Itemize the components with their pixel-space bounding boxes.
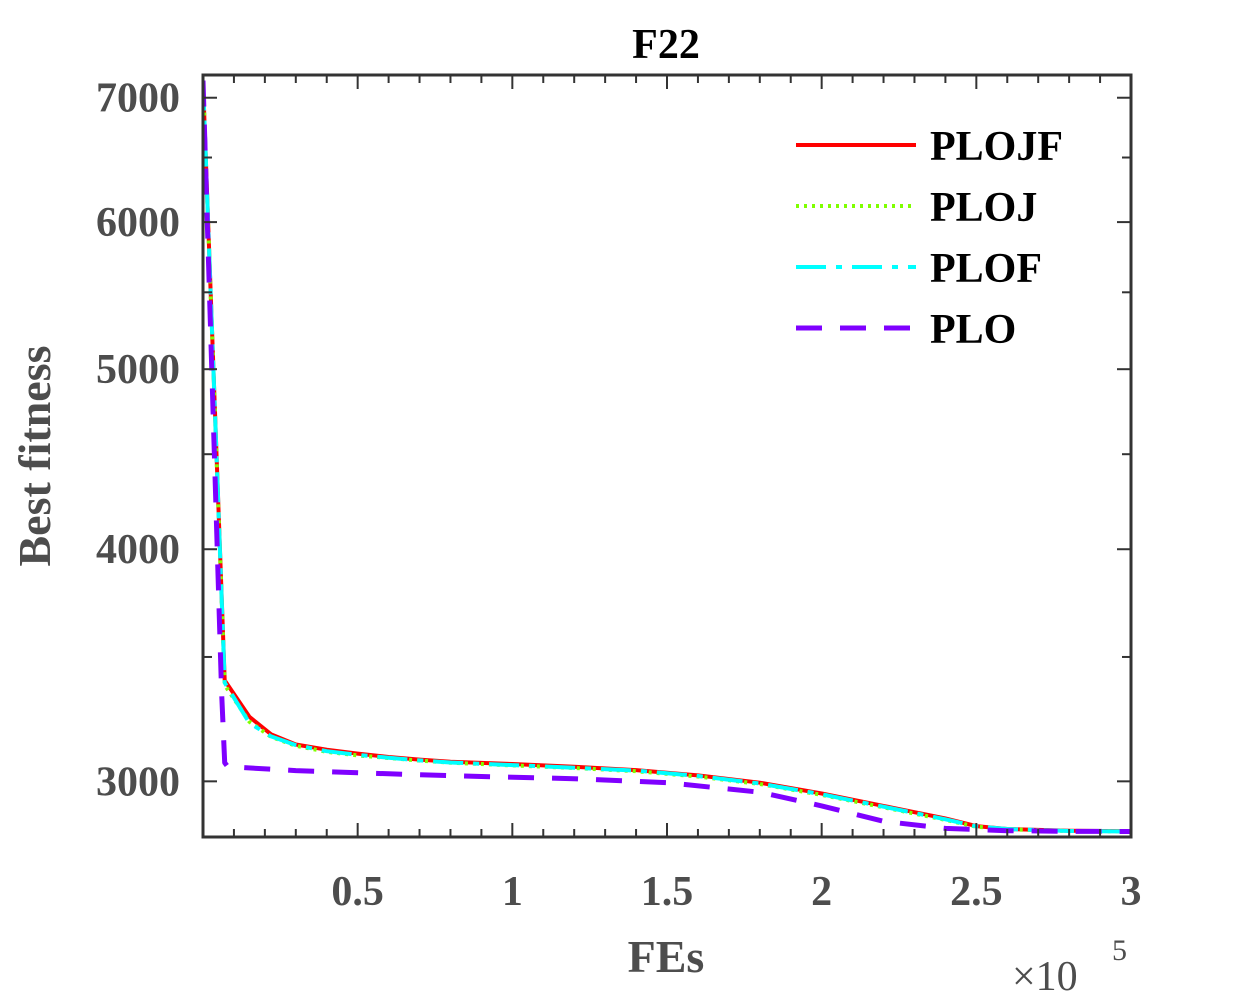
x-tick-label: 1.5 [641,869,694,915]
x-axis: 0.5 1 1.5 2 2.5 3 [232,75,1142,915]
plot-area [203,80,1131,834]
x-exponent-power: 5 [1112,934,1127,967]
y-axis-label: Best fitness [9,345,60,566]
legend: PLOJF PLOJ PLOF PLO [796,124,1063,353]
x-exponent: ×10 5 [1012,934,1127,1000]
y-axis: 3000 4000 5000 6000 7000 [96,76,1131,805]
legend-label-plof: PLOF [930,246,1042,292]
series-line-plo [203,80,1131,834]
x-tick-label: 2.5 [950,869,1003,915]
series-layer [203,80,1131,834]
series-line-plof [203,80,1131,834]
y-tick-label: 3000 [96,759,180,805]
x-tick-label: 1 [502,869,523,915]
legend-label-plo: PLO [930,307,1016,353]
y-tick-label: 7000 [96,76,180,122]
y-tick-label: 6000 [96,200,180,246]
x-exponent-base: ×10 [1012,954,1078,1000]
x-tick-label: 0.5 [331,869,384,915]
x-tick-label: 2 [811,869,832,915]
chart-title: F22 [632,22,700,68]
y-tick-label: 4000 [96,527,180,573]
x-axis-label: FEs [628,931,705,982]
legend-label-ploj: PLOJ [930,185,1037,231]
legend-label-plojf: PLOJF [930,124,1063,170]
y-tick-label: 5000 [96,347,180,393]
x-tick-label: 3 [1121,869,1142,915]
